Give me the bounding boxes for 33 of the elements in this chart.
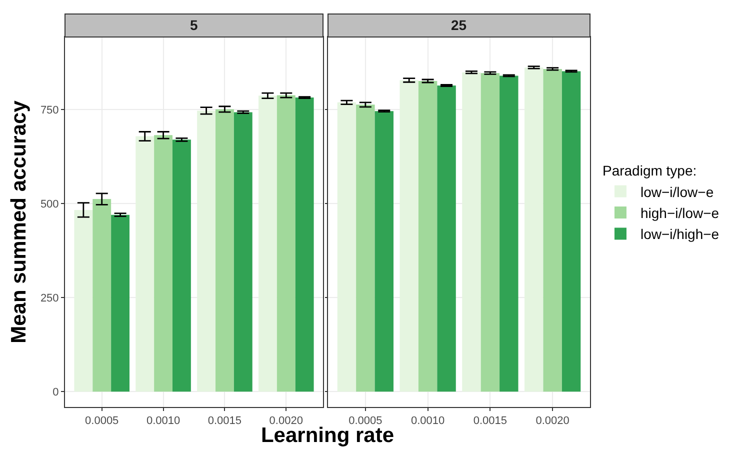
x-tick-label: 0.0015 — [473, 415, 508, 428]
y-tick-label: 500 — [40, 198, 59, 210]
chart-title: 5 — [190, 17, 198, 33]
bar — [480, 73, 500, 392]
x-tick-label: 0.0005 — [85, 415, 119, 428]
legend-label: high−i/low−e — [640, 204, 720, 221]
legend-title: Paradigm type: — [602, 162, 697, 179]
chart-title: 25 — [451, 17, 467, 33]
bar — [276, 95, 296, 392]
y-tick-label: 0 — [52, 386, 59, 398]
bar — [543, 68, 562, 392]
bar — [234, 112, 252, 392]
y-axis-title: Mean summed accuracy — [8, 100, 31, 344]
x-tick-label: 0.0010 — [410, 415, 445, 428]
bar — [500, 76, 518, 392]
bar — [418, 80, 438, 392]
y-tick-label: 250 — [40, 292, 59, 304]
bar — [92, 199, 112, 392]
bar — [437, 86, 456, 392]
legend-label: low−i/high−e — [640, 226, 720, 242]
x-tick-label: 0.0015 — [208, 415, 242, 428]
bar — [216, 109, 234, 392]
legend-label: low−i/low−e — [640, 184, 714, 200]
bar — [374, 111, 394, 392]
bar — [154, 135, 172, 392]
x-tick-label: 0.0010 — [146, 415, 180, 428]
y-tick-label: 750 — [40, 104, 59, 116]
bar — [111, 214, 130, 392]
bar — [172, 140, 191, 392]
bar — [295, 98, 314, 392]
x-tick-label: 0.0020 — [536, 415, 570, 428]
bar — [356, 104, 375, 392]
bar — [562, 71, 581, 392]
